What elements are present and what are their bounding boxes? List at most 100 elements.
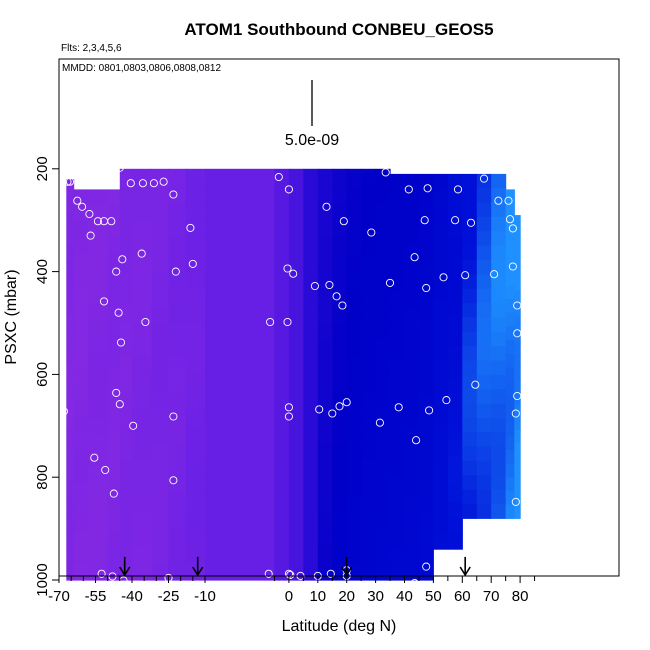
heatmap-cell — [274, 408, 290, 427]
heatmap-cell — [433, 205, 449, 222]
heatmap-cell — [205, 408, 275, 427]
heatmap-cell — [361, 511, 377, 530]
heatmap-cell — [119, 357, 133, 375]
observation-point — [471, 380, 480, 389]
heatmap-cell — [107, 514, 121, 532]
y-tick-label: 600 — [34, 362, 51, 387]
heatmap-cell — [151, 220, 170, 238]
heatmap-cell — [505, 367, 515, 382]
heatmap-cell — [447, 283, 463, 300]
heatmap-cell — [88, 254, 109, 272]
heatmap-cell — [505, 504, 515, 519]
heatmap-cell — [66, 362, 75, 381]
heatmap-cell — [491, 389, 507, 405]
heatmap-cell — [491, 504, 507, 519]
heatmap-cell — [151, 305, 170, 324]
heatmap-cell — [418, 360, 434, 378]
heatmap-cell — [288, 168, 304, 187]
heatmap-cell — [132, 168, 153, 187]
heatmap-cell — [418, 343, 434, 361]
heatmap-cell — [107, 238, 121, 256]
heatmap-cell — [514, 480, 521, 494]
heatmap-cell — [361, 323, 377, 341]
heatmap-cell — [418, 292, 434, 310]
heatmap-cell — [132, 494, 153, 512]
heatmap-cell — [433, 486, 449, 503]
heatmap-cell — [447, 345, 463, 363]
heatmap-cell — [505, 436, 515, 451]
heatmap-cell — [433, 408, 449, 425]
heatmap-cell — [505, 230, 515, 245]
heatmap-cell — [73, 221, 89, 239]
heatmap-cell — [332, 374, 348, 393]
heatmap-cell — [462, 446, 478, 462]
heatmap-cell — [66, 413, 75, 431]
heatmap-cell — [317, 220, 333, 238]
observation-point — [73, 196, 82, 205]
x-tick-label: 40 — [396, 588, 413, 605]
observation-point — [109, 489, 118, 498]
heatmap-cell — [462, 489, 478, 505]
heatmap-cell — [346, 391, 362, 410]
heatmap-cell — [346, 288, 362, 307]
heatmap-cell — [514, 429, 521, 444]
heatmap-cell — [505, 477, 515, 492]
heatmap-cell — [514, 227, 521, 241]
heatmap-cell — [332, 460, 348, 478]
heatmap-cell — [132, 374, 153, 393]
observation-point — [410, 579, 419, 588]
heatmap-cell — [73, 498, 89, 516]
x-tick-label: -55 — [85, 588, 107, 605]
heatmap-cell — [168, 288, 187, 307]
heatmap-cell — [119, 511, 133, 530]
heatmap-cell — [303, 288, 319, 307]
heatmap-cell — [317, 545, 333, 564]
heatmap-cell — [317, 562, 333, 581]
heatmap-cell — [418, 173, 434, 192]
heatmap-cell — [107, 417, 121, 435]
heatmap-cell — [491, 374, 507, 390]
heatmap-cell — [332, 442, 348, 461]
heatmap-cell — [205, 185, 275, 204]
heatmap-cell — [332, 271, 348, 290]
heatmap-cell — [274, 425, 290, 444]
observation-point — [315, 405, 324, 414]
heatmap-cell — [404, 410, 420, 429]
heatmap-cell — [317, 323, 333, 341]
heatmap-cell — [514, 328, 521, 342]
x-tick-label: 20 — [338, 588, 355, 605]
heatmap-cell — [433, 236, 449, 253]
heatmap-cell — [107, 466, 121, 483]
observation-point — [511, 409, 520, 418]
observation-point — [138, 179, 147, 188]
heatmap-cell — [168, 528, 187, 547]
heatmap-cell — [375, 220, 391, 238]
heatmap-cell — [185, 442, 206, 461]
heatmap-cell — [288, 323, 304, 341]
heatmap-cell — [132, 237, 153, 255]
heatmap-cell — [476, 346, 492, 361]
heatmap-cell — [66, 279, 75, 297]
heatmap-cell — [151, 528, 170, 547]
heatmap-cell — [88, 205, 109, 223]
heatmap-cell — [491, 317, 507, 333]
observation-point — [451, 216, 460, 225]
heatmap-cell — [447, 439, 463, 456]
heatmap-cell — [462, 260, 478, 275]
heatmap-cell — [491, 403, 507, 419]
heatmap-cell — [132, 408, 153, 427]
heatmap-cell — [447, 299, 463, 316]
heatmap-cell — [375, 425, 391, 444]
heatmap-cell — [73, 368, 89, 386]
observation-point — [286, 570, 295, 579]
heatmap-cell — [88, 482, 109, 500]
heatmap-cell — [73, 238, 89, 256]
heatmap-cell — [205, 340, 275, 358]
observation-point — [310, 281, 319, 291]
observation-point — [283, 317, 292, 327]
heatmap-cell — [404, 173, 420, 192]
observation-point — [367, 228, 376, 237]
heatmap-cell — [462, 417, 478, 433]
heatmap-cell — [107, 547, 121, 565]
